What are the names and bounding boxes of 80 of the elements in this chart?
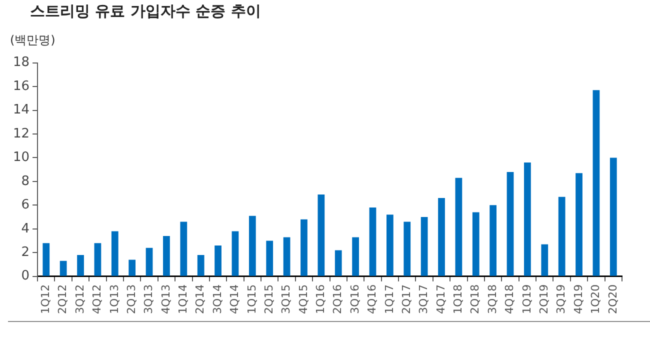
bar	[592, 90, 600, 276]
bar	[266, 240, 274, 276]
y-tick-label: 0	[21, 268, 30, 284]
bar	[128, 260, 136, 276]
y-axis-title: (백만명)	[10, 32, 56, 49]
bar	[283, 237, 290, 276]
bar	[248, 216, 256, 276]
bar	[232, 231, 239, 276]
y-tick-label: 18	[12, 55, 30, 70]
bar	[455, 178, 462, 276]
bar	[610, 158, 617, 276]
x-tick-label: 2Q19	[538, 284, 551, 314]
x-tick-label: 3Q19	[554, 284, 568, 314]
bar	[334, 250, 342, 276]
bar	[77, 254, 84, 276]
bar	[197, 254, 204, 276]
x-tick-label: 3Q14	[210, 284, 224, 314]
bar	[490, 205, 497, 276]
bar	[94, 243, 102, 276]
bar	[369, 208, 376, 276]
x-tick-label: 2Q12	[56, 284, 70, 314]
bar	[438, 198, 445, 276]
y-tick-label: 2	[21, 244, 30, 260]
x-tick-label: 1Q14	[176, 284, 190, 314]
x-tick-label: 4Q13	[159, 284, 172, 314]
x-tick-label: 4Q12	[90, 284, 104, 314]
x-tick-label: 4Q15	[296, 284, 310, 314]
bar	[386, 214, 394, 276]
x-tick-label: 3Q17	[417, 284, 430, 314]
x-tick-label: 3Q13	[142, 284, 156, 314]
bar	[352, 237, 359, 276]
x-tick-label: 3Q12	[73, 284, 86, 314]
y-tick-label: 14	[12, 102, 30, 118]
x-tick-label: 1Q18	[452, 284, 465, 314]
bar	[318, 194, 325, 276]
x-tick-label: 4Q18	[503, 284, 516, 314]
y-tick-label: 16	[12, 78, 30, 94]
x-tick-label: 2Q17	[400, 284, 413, 314]
x-tick-label: 2Q18	[468, 284, 482, 314]
x-tick-label: 3Q16	[348, 284, 362, 314]
bar	[576, 173, 582, 276]
x-tick-label: 4Q14	[228, 284, 242, 314]
x-tick-label: 2Q14	[194, 284, 207, 314]
bar	[42, 243, 50, 276]
bar	[300, 219, 308, 276]
bar	[214, 246, 222, 276]
bar	[404, 222, 411, 276]
x-tick-label: 1Q12	[38, 284, 52, 314]
chart-title: 스트리밍 유료 가입자수 순증 추이	[30, 2, 261, 21]
x-tick-label: 3Q15	[280, 284, 293, 314]
x-tick-label: 2Q20	[606, 284, 620, 314]
bar	[163, 236, 170, 276]
bar	[558, 196, 566, 276]
bar	[420, 217, 428, 276]
x-tick-label: 2Q13	[124, 284, 138, 314]
x-tick-label: 2Q16	[331, 284, 344, 314]
bar	[506, 172, 514, 276]
x-tick-label: 1Q13	[108, 284, 121, 314]
y-tick-label: 10	[12, 150, 30, 166]
bar	[146, 248, 153, 276]
bar	[472, 212, 480, 276]
x-tick-label: 1Q20	[589, 284, 602, 314]
x-tick-label: 1Q17	[382, 284, 396, 314]
x-tick-label: 3Q18	[486, 284, 499, 314]
x-tick-label: 4Q19	[572, 284, 585, 314]
y-tick-label: 4	[21, 221, 30, 236]
x-tick-label: 2Q15	[262, 284, 276, 314]
bar	[524, 162, 531, 276]
bar	[541, 244, 548, 276]
x-tick-label: 1Q19	[520, 284, 534, 314]
x-tick-label: 4Q16	[366, 284, 379, 314]
bar	[111, 231, 118, 276]
bar	[180, 222, 188, 276]
y-tick-label: 12	[12, 126, 30, 142]
y-tick-label: 8	[21, 174, 30, 189]
x-tick-label: 4Q17	[434, 284, 448, 314]
bar	[60, 260, 67, 276]
x-tick-label: 1Q16	[314, 284, 328, 314]
y-tick-label: 6	[21, 198, 30, 213]
x-tick-label: 1Q15	[245, 284, 258, 314]
